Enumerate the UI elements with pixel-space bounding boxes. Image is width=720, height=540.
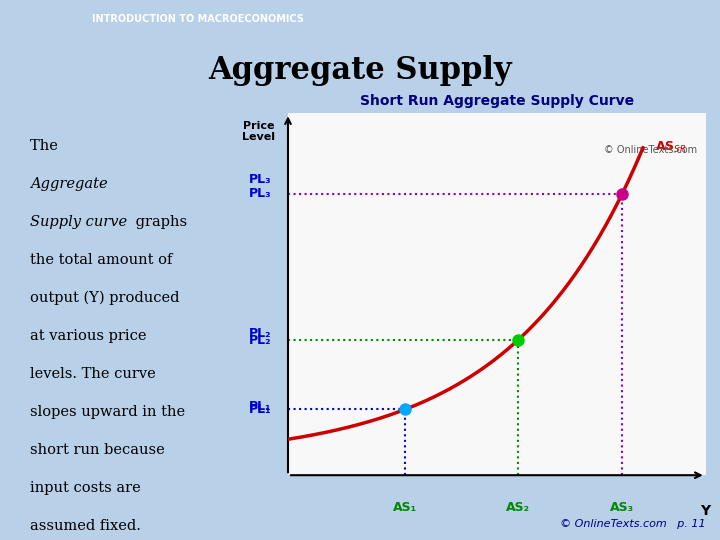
Text: at various price: at various price — [30, 329, 146, 343]
Text: levels. The curve: levels. The curve — [30, 367, 156, 381]
Title: Short Run Aggregate Supply Curve: Short Run Aggregate Supply Curve — [360, 94, 634, 108]
Text: PL₂: PL₂ — [249, 334, 271, 347]
Text: the total amount of: the total amount of — [30, 253, 172, 267]
Text: slopes upward in the: slopes upward in the — [30, 404, 185, 418]
Text: Price
Level: Price Level — [242, 120, 275, 142]
Text: © OnlineTexts.com   p. 11: © OnlineTexts.com p. 11 — [560, 519, 706, 529]
Text: short run because: short run because — [30, 443, 165, 457]
Text: AS₁: AS₁ — [393, 501, 417, 514]
Text: output (Y) produced: output (Y) produced — [30, 291, 179, 305]
Text: input costs are: input costs are — [30, 481, 140, 495]
Text: The: The — [30, 139, 63, 153]
Text: PL₁: PL₁ — [248, 403, 271, 416]
Text: INTRODUCTION TO MACROECONOMICS: INTRODUCTION TO MACROECONOMICS — [92, 14, 304, 24]
Text: © OnlineTexts.com: © OnlineTexts.com — [604, 145, 697, 154]
Text: PL₂: PL₂ — [249, 327, 271, 340]
Text: PL₃: PL₃ — [248, 187, 271, 200]
Text: AS₃: AS₃ — [610, 501, 634, 514]
Text: Y: Y — [701, 504, 711, 518]
Text: Aggregate Supply: Aggregate Supply — [208, 55, 512, 86]
Text: AS$_{SR}$: AS$_{SR}$ — [655, 140, 687, 156]
Text: PL₁: PL₁ — [248, 400, 271, 413]
Text: graphs: graphs — [131, 215, 187, 229]
Text: Supply curve: Supply curve — [30, 215, 127, 229]
Text: assumed fixed.: assumed fixed. — [30, 518, 141, 532]
Text: AS₂: AS₂ — [505, 501, 530, 514]
Text: PL₃: PL₃ — [248, 173, 271, 186]
Text: Aggregate: Aggregate — [30, 177, 107, 191]
